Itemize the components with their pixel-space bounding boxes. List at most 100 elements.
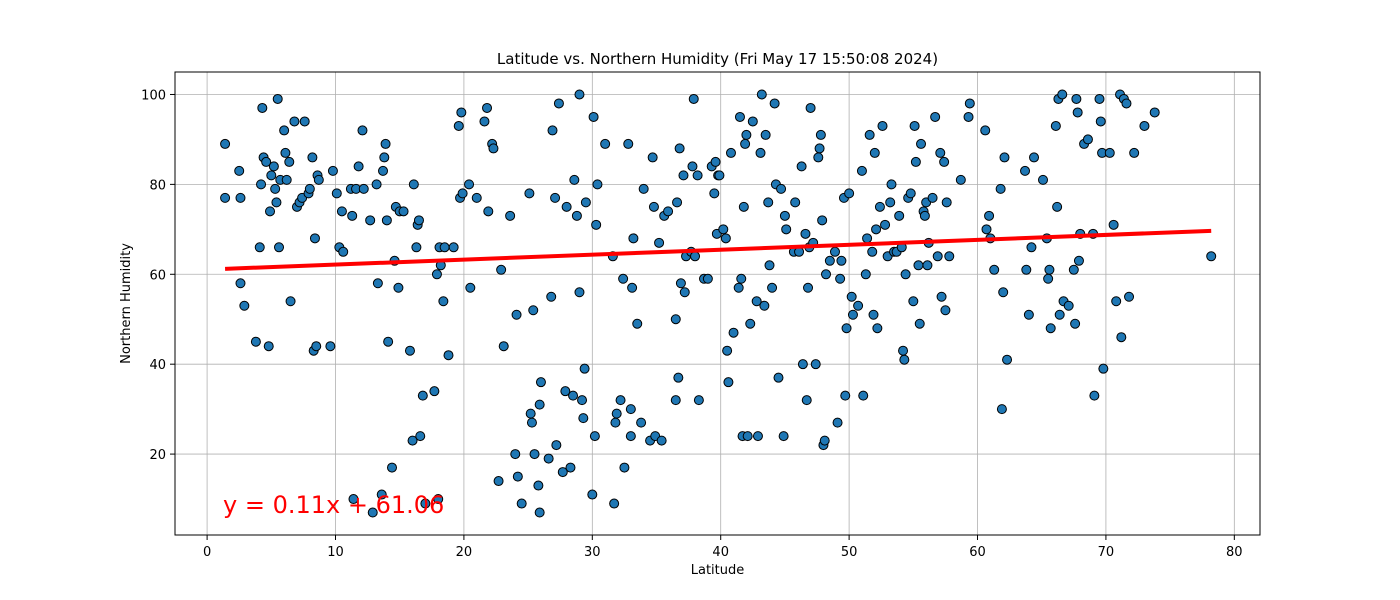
regression-equation: y = 0.11x + 61.06 xyxy=(223,491,444,519)
data-point xyxy=(565,462,576,473)
data-point xyxy=(553,98,564,109)
data-point xyxy=(821,269,831,280)
data-point xyxy=(632,318,643,329)
data-point xyxy=(257,102,268,113)
data-point xyxy=(407,435,418,446)
data-point xyxy=(797,359,808,370)
data-point xyxy=(271,197,282,208)
data-point xyxy=(1057,89,1068,100)
chart-title: Latitude vs. Northern Humidity (Fri May … xyxy=(497,50,938,68)
data-point xyxy=(600,138,611,149)
data-point xyxy=(488,143,499,154)
data-point xyxy=(1071,93,1082,104)
data-point xyxy=(709,188,720,199)
data-point xyxy=(1029,152,1040,163)
data-point xyxy=(679,287,690,298)
data-point xyxy=(338,246,349,257)
data-point xyxy=(941,197,952,208)
data-point xyxy=(803,282,814,293)
y-tick-label: 20 xyxy=(149,448,166,463)
data-point xyxy=(773,372,784,383)
data-point xyxy=(546,291,557,302)
data-point xyxy=(529,449,540,460)
data-point xyxy=(864,129,875,140)
data-point xyxy=(611,408,622,419)
plot-frame xyxy=(174,71,1261,536)
data-point xyxy=(371,179,382,190)
grid-lines xyxy=(175,72,1260,535)
data-point xyxy=(862,233,873,244)
data-point xyxy=(1050,120,1061,131)
data-point xyxy=(868,309,879,320)
data-point xyxy=(498,341,509,352)
data-point xyxy=(574,89,585,100)
data-point xyxy=(265,206,276,217)
data-point xyxy=(353,161,364,172)
data-point xyxy=(885,197,896,208)
data-point xyxy=(398,206,409,217)
data-point xyxy=(769,98,780,109)
x-tick-label: 20 xyxy=(456,545,473,560)
data-point xyxy=(551,440,562,451)
data-point xyxy=(844,188,855,199)
data-point xyxy=(235,192,246,203)
data-point xyxy=(674,143,685,154)
data-point xyxy=(963,111,974,122)
data-point xyxy=(675,278,686,289)
data-point xyxy=(832,417,843,428)
data-point xyxy=(279,125,290,136)
data-point xyxy=(867,246,878,257)
data-point xyxy=(1098,363,1109,374)
data-point xyxy=(728,327,739,338)
data-point xyxy=(457,188,468,199)
data-point xyxy=(336,206,347,217)
data-point xyxy=(955,174,966,185)
data-point xyxy=(234,165,245,176)
data-point xyxy=(1045,323,1056,334)
data-point xyxy=(431,269,442,280)
data-point xyxy=(420,498,431,509)
data-point xyxy=(964,98,975,109)
data-point xyxy=(376,489,387,500)
data-point xyxy=(525,408,536,419)
data-point xyxy=(550,192,561,203)
data-point xyxy=(281,174,292,185)
data-point xyxy=(989,264,1000,275)
data-point xyxy=(927,192,938,203)
data-point xyxy=(1021,264,1032,275)
data-point xyxy=(720,233,731,244)
data-point xyxy=(936,291,947,302)
regression-line xyxy=(224,228,1212,271)
x-axis-label: Latitude xyxy=(691,563,745,578)
data-point xyxy=(256,179,267,190)
data-point xyxy=(909,120,920,131)
data-point xyxy=(874,201,885,212)
data-point xyxy=(935,147,946,158)
data-point xyxy=(824,255,835,266)
data-point xyxy=(648,201,659,212)
y-axis-label: Northern Humidity xyxy=(119,243,134,364)
data-point xyxy=(670,314,681,325)
data-point xyxy=(482,102,493,113)
data-point xyxy=(250,336,261,347)
data-point xyxy=(738,201,749,212)
data-point xyxy=(1038,174,1048,185)
data-point xyxy=(764,260,775,271)
y-tick-label: 80 xyxy=(149,178,166,193)
data-point xyxy=(429,386,440,397)
data-point xyxy=(560,386,571,397)
data-point xyxy=(760,129,771,140)
data-point xyxy=(561,201,572,212)
data-point xyxy=(840,390,851,401)
data-points xyxy=(220,89,1217,518)
data-point xyxy=(516,498,527,509)
data-point xyxy=(1124,291,1135,302)
data-point xyxy=(1023,309,1034,320)
data-point xyxy=(1206,251,1217,262)
data-point xyxy=(751,296,762,307)
data-point xyxy=(636,417,647,428)
data-point xyxy=(365,215,376,226)
data-point xyxy=(999,152,1010,163)
data-point xyxy=(836,255,847,266)
data-point xyxy=(702,273,713,284)
